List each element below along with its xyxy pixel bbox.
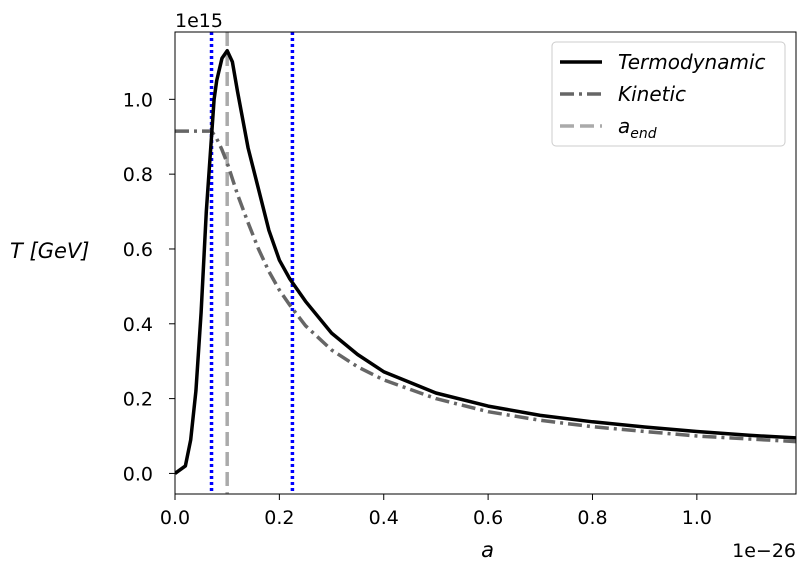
y-tick-label: 0.6 [123, 239, 153, 261]
x-tick-label: 0.6 [473, 507, 503, 529]
x-axis-label: a [481, 538, 494, 562]
y-tick-label: 0.8 [123, 164, 153, 186]
x-tick-label: 0.2 [264, 507, 294, 529]
legend-label-a-end: aend [618, 114, 657, 142]
x-offset-text: 1e−26 [732, 540, 796, 562]
x-tick-label: 1.0 [682, 507, 712, 529]
legend-label-a-end-base: a [618, 114, 630, 138]
series-line-termodynamic [175, 48, 796, 475]
plot-area [175, 32, 796, 494]
legend-box [551, 41, 786, 147]
legend-label-termodynamic: Termodynamic [618, 50, 766, 74]
x-tick-label: 0.8 [577, 507, 607, 529]
y-tick-label: 0.0 [123, 463, 153, 485]
axes-frame [174, 31, 797, 495]
legend-label-a-end-subscript: end [630, 126, 656, 142]
y-tick-label: 0.2 [123, 389, 153, 411]
y-axis: 0.0 0.2 0.4 0.6 0.8 1.0 [123, 89, 175, 485]
y-tick-label: 1.0 [123, 89, 153, 111]
legend: Termodynamic Kinetic aend [551, 41, 786, 147]
series-line-kinetic [175, 129, 796, 444]
y-tick-label: 0.4 [123, 314, 153, 336]
y-offset-text: 1e15 [175, 10, 223, 32]
x-tick-label: 0.0 [160, 507, 190, 529]
legend-label-kinetic: Kinetic [618, 82, 686, 106]
x-tick-label: 0.4 [369, 507, 399, 529]
x-axis: 0.0 0.2 0.4 0.6 0.8 1.0 [160, 494, 712, 529]
y-axis-label: T [GeV] [10, 239, 89, 263]
